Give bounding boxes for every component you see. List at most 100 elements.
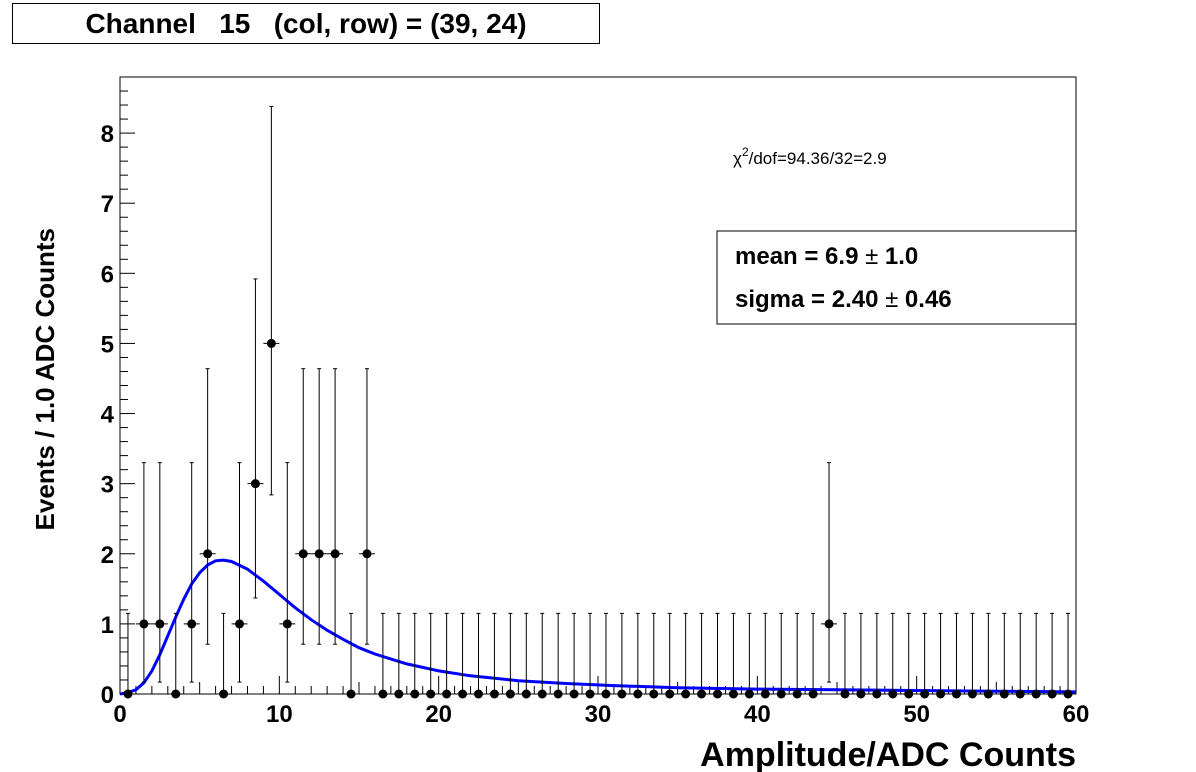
stats-mean-pm: ± bbox=[865, 243, 878, 270]
marker bbox=[983, 689, 993, 699]
chi2-symbol: χ bbox=[733, 149, 742, 168]
stats-sigma-pm: ± bbox=[885, 286, 898, 313]
marker bbox=[904, 689, 914, 699]
marker bbox=[760, 689, 770, 699]
marker bbox=[856, 689, 866, 699]
fit-curve bbox=[119, 558, 1077, 696]
data-point bbox=[406, 612, 423, 699]
marker bbox=[553, 689, 563, 699]
data-point bbox=[518, 612, 535, 699]
marker bbox=[1015, 689, 1025, 699]
marker bbox=[920, 689, 930, 699]
data-point bbox=[582, 612, 598, 699]
data-point bbox=[629, 612, 646, 699]
marker bbox=[394, 689, 404, 699]
marker bbox=[346, 689, 356, 699]
marker bbox=[776, 689, 786, 699]
marker bbox=[282, 619, 292, 629]
chi2-superscript: 2 bbox=[742, 145, 749, 159]
marker bbox=[314, 549, 324, 559]
data-point bbox=[932, 612, 949, 699]
data-point bbox=[438, 612, 455, 699]
x-tick-label: 50 bbox=[903, 701, 930, 728]
data-point bbox=[661, 612, 678, 699]
plot-frame bbox=[119, 76, 1077, 695]
data-points bbox=[120, 105, 1076, 699]
marker bbox=[330, 549, 340, 559]
data-point bbox=[422, 612, 439, 699]
marker bbox=[219, 689, 229, 699]
fit-stats-box bbox=[716, 230, 1077, 325]
marker bbox=[952, 689, 961, 699]
data-point bbox=[948, 612, 965, 699]
data-point bbox=[996, 612, 1013, 699]
marker bbox=[872, 689, 882, 699]
marker bbox=[633, 689, 643, 699]
data-point bbox=[709, 612, 726, 699]
marker bbox=[1031, 689, 1041, 699]
marker bbox=[474, 689, 483, 699]
marker bbox=[824, 619, 834, 629]
data-point bbox=[295, 368, 312, 645]
x-axis-title: Amplitude/ADC Counts bbox=[700, 736, 1076, 772]
marker bbox=[999, 689, 1009, 699]
marker bbox=[1063, 689, 1073, 699]
marker bbox=[123, 689, 133, 699]
data-point bbox=[725, 612, 742, 699]
data-point bbox=[183, 462, 200, 683]
data-point bbox=[120, 612, 136, 699]
stats-mean-label: mean = 6.9 bbox=[735, 243, 865, 270]
y-tick-label: 0 bbox=[101, 682, 114, 709]
data-point bbox=[964, 612, 981, 699]
marker bbox=[235, 619, 244, 629]
data-point bbox=[215, 612, 232, 699]
data-point bbox=[390, 612, 407, 699]
data-point bbox=[566, 612, 583, 699]
marker bbox=[505, 689, 515, 699]
stats-mean: mean = 6.9 ± 1.0 bbox=[735, 243, 918, 270]
data-point bbox=[1012, 612, 1029, 699]
data-point bbox=[343, 612, 359, 699]
marker bbox=[713, 689, 722, 699]
y-tick-label: 5 bbox=[101, 331, 114, 358]
marker bbox=[888, 689, 898, 699]
marker bbox=[681, 689, 691, 699]
data-point bbox=[693, 612, 710, 699]
data-point bbox=[645, 612, 662, 699]
data-point bbox=[550, 612, 567, 699]
data-point bbox=[1060, 612, 1076, 699]
fit-layer bbox=[119, 558, 1077, 696]
x-tick-label: 10 bbox=[266, 701, 293, 728]
x-tick-label: 60 bbox=[1063, 701, 1090, 728]
marker bbox=[362, 549, 372, 559]
data-point bbox=[327, 368, 344, 645]
marker bbox=[250, 479, 260, 489]
data-point bbox=[279, 462, 296, 683]
data-point bbox=[374, 612, 391, 699]
y-axis-title: Events / 1.0 ADC Counts bbox=[30, 228, 60, 530]
data-point bbox=[821, 462, 837, 683]
data-point bbox=[805, 612, 822, 699]
data-point bbox=[486, 612, 503, 699]
y-tick-label: 3 bbox=[101, 472, 114, 499]
data-point bbox=[454, 612, 471, 699]
marker bbox=[139, 619, 149, 629]
x-tick-label: 0 bbox=[113, 701, 126, 728]
marker bbox=[617, 689, 627, 699]
chart-title: Channel 15 (col, row) = (39, 24) bbox=[12, 3, 600, 44]
marker bbox=[1047, 689, 1057, 699]
stats-mean-error: 1.0 bbox=[878, 243, 918, 270]
marker bbox=[298, 549, 308, 559]
chi2-annotation: χ2/dof=94.36/32=2.9 bbox=[733, 145, 887, 168]
marker bbox=[967, 689, 977, 699]
data-point bbox=[789, 612, 806, 699]
data-point bbox=[470, 612, 487, 699]
marker bbox=[569, 689, 579, 699]
marker bbox=[601, 689, 611, 699]
data-point bbox=[773, 612, 790, 699]
marker bbox=[378, 689, 388, 699]
y-tick-label: 7 bbox=[101, 191, 114, 218]
marker bbox=[840, 689, 850, 699]
marker bbox=[665, 689, 675, 699]
